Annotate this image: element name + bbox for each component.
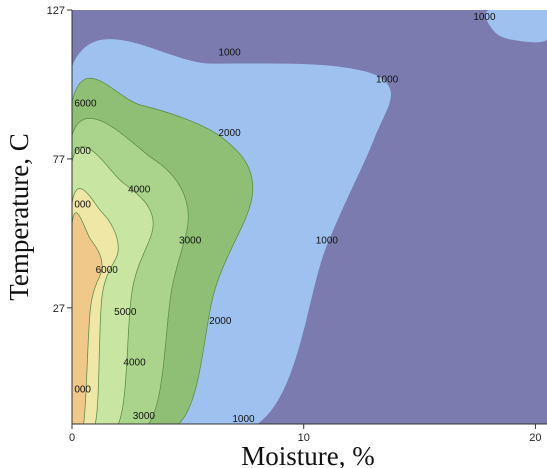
contour-label: 4000: [128, 185, 151, 196]
contour-label: 000: [74, 384, 91, 395]
contour-region-1000: [485, 10, 547, 43]
x-axis-title: Moisture, %: [241, 441, 374, 468]
contour-label: 000: [74, 146, 91, 157]
y-tick-label: 77: [53, 154, 65, 166]
x-tick-label: 10: [298, 432, 310, 444]
contour-label: 3000: [133, 411, 156, 422]
axes-layer: 27 77 127 0 10 20: [47, 5, 547, 444]
contour-region-6000: [72, 212, 103, 424]
contour-label: 1000: [473, 12, 496, 23]
contour-label: 1000: [232, 414, 255, 425]
contour-label: 6000: [74, 98, 97, 109]
plot-area: [72, 10, 547, 424]
contour-label: 6000: [96, 265, 119, 276]
contour-label: 5000: [114, 307, 137, 318]
contour-label: 3000: [179, 235, 202, 246]
contour-label: 4000: [123, 357, 146, 368]
contour-label: 1000: [316, 235, 339, 246]
contour-label: 1000: [218, 48, 241, 59]
contour-label: 000: [74, 200, 91, 211]
x-tick-label: 0: [69, 432, 75, 444]
x-tick-label: 20: [529, 432, 541, 444]
contour-label: 2000: [209, 316, 232, 327]
contour-label-layer: 1000 1000 1000 1000 1000 2000 2000 3000 3000 4000…: [74, 12, 496, 425]
y-tick-label: 127: [47, 5, 65, 17]
y-tick-label: 27: [53, 303, 65, 315]
y-axis-title: Temperature, C: [4, 133, 34, 301]
contour-label: 1000: [376, 75, 399, 86]
contour-label: 2000: [218, 128, 241, 139]
